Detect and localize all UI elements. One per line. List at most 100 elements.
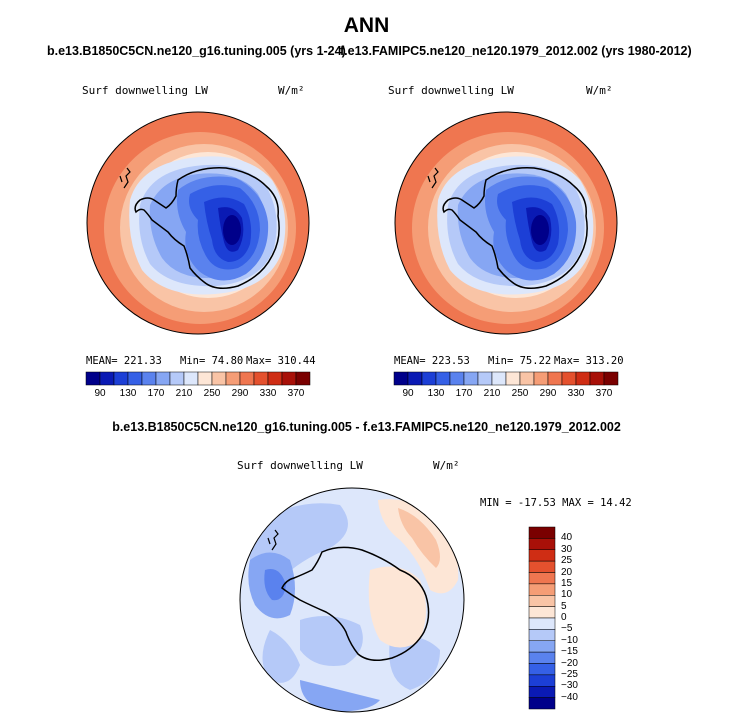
diff-colorbar-tick-label: −10 [561, 634, 578, 646]
diff-map [240, 488, 464, 712]
diff-map-border [239, 487, 465, 713]
panel1-units-label: W/m² [278, 84, 305, 97]
panel1-colorbar-box [225, 371, 241, 386]
diff-colorbar-box [528, 606, 556, 619]
panel2-colorbar-tick-label: 330 [567, 388, 585, 399]
panel2-colorbar-box [547, 371, 563, 386]
diff-colorbar-box [528, 560, 556, 573]
diff-colorbar-box [528, 549, 556, 562]
panel2-colorbar-box [449, 371, 465, 386]
panel1-case-title: b.e13.B1850C5CN.ne120_g16.tuning.005 (yr… [47, 44, 346, 58]
diff-colorbar-tick-label: 20 [561, 566, 573, 578]
panel2-colorbar-tick-label: 210 [483, 388, 501, 399]
panel1-colorbar-tick-label: 370 [287, 388, 305, 399]
panel2-colorbar-box [561, 371, 577, 386]
panel2-colorbar-box [435, 371, 451, 386]
panel1-colorbar-box [127, 371, 143, 386]
panel1-colorbar-box [295, 371, 311, 386]
diff-field-neg-7 [300, 680, 380, 712]
panel1-colorbar-tick-label: 130 [119, 388, 137, 399]
panel1-colorbar-box [85, 371, 101, 386]
panel1-colorbar-tick-label: 330 [259, 388, 277, 399]
season-title: ANN [343, 14, 390, 37]
panel2-field-core [531, 215, 549, 245]
diff-colorbar-tick-label: 0 [561, 612, 567, 623]
panel2-colorbar-box [407, 371, 423, 386]
panel2-south-america-tip [427, 167, 439, 189]
panel2-colorbar-box [519, 371, 535, 386]
panel1-colorbar-tick-label: 170 [147, 388, 165, 399]
panel2-mean-text: MEAN= 223.53 [394, 355, 470, 367]
diff-colorbar-tick-label: −30 [561, 680, 578, 692]
diff-colorbar-tick-label: 25 [561, 555, 573, 567]
diff-colorbar-box [528, 526, 556, 539]
diff-field-neg-5 [262, 630, 300, 683]
panel2-colorbar-tick-label: 250 [511, 388, 529, 399]
panel1-max-text: Max= 310.44 [246, 355, 316, 367]
diff-colorbar-box [528, 617, 556, 630]
diff-colorbar-box [528, 583, 556, 596]
diff-field-neg-4 [300, 616, 363, 666]
panel1-colorbar-tick-label: 290 [231, 388, 249, 399]
panel2-max-text: Max= 313.20 [554, 355, 624, 367]
panel1-map [87, 112, 309, 334]
panel2-colorbar-tick-label: 290 [539, 388, 557, 399]
diff-colorbar-tick-label: −20 [561, 657, 578, 669]
panel1-map-border [86, 111, 310, 335]
panel2-colorbar-tick-label: 130 [427, 388, 445, 399]
diff-colorbar-box [528, 686, 556, 698]
panel1-variable-label: Surf downwelling LW [82, 84, 208, 97]
diff-minmax-text: MIN = -17.53 MAX = 14.42 [480, 497, 632, 509]
diff-colorbar-tick-label: 15 [561, 577, 573, 589]
diff-variable-label: Surf downwelling LW [237, 459, 363, 472]
panel1-colorbar-box [211, 371, 227, 386]
panel1-antarctica-coastline [134, 167, 280, 289]
panel1-colorbar-box [141, 371, 157, 386]
diff-colorbar-box [528, 697, 556, 710]
panel2-colorbar-box [575, 371, 591, 386]
panel1-field-core [223, 215, 241, 245]
diff-colorbar-tick-label: −5 [561, 623, 573, 635]
panel1-mean-text: MEAN= 221.33 [86, 355, 162, 367]
panel2-colorbar-box [603, 371, 619, 386]
panel2-colorbar-box [477, 371, 493, 386]
diff-south-america-tip [267, 529, 279, 551]
panel2-colorbar-box [491, 371, 507, 386]
panel2-antarctica-coastline [442, 167, 588, 289]
diff-colorbar-tick-label: −25 [561, 668, 578, 680]
diff-colorbar-tick-label: 5 [561, 600, 567, 612]
panel2-colorbar-box [589, 371, 605, 386]
diff-colorbar-box [528, 674, 556, 687]
diff-colorbar [528, 526, 556, 710]
panel2-colorbar-box [533, 371, 549, 386]
diff-colorbar-box [528, 572, 556, 585]
panel2-colorbar-box [421, 371, 437, 386]
panel2-colorbar [393, 371, 619, 386]
panel2-colorbar-tick-label: 170 [455, 388, 473, 399]
difference-title: b.e13.B1850C5CN.ne120_g16.tuning.005 - f… [112, 420, 621, 434]
panel2-case-title: f.e13.FAMIPC5.ne120_ne120.1979_2012.002 … [340, 44, 692, 58]
panel1-colorbar-tick-label: 90 [94, 388, 106, 399]
diff-units-label: W/m² [433, 459, 460, 472]
panel2-colorbar-tick-label: 370 [595, 388, 613, 399]
diff-colorbar-tick-label: −15 [561, 646, 578, 658]
diff-colorbar-box [528, 663, 556, 676]
panel2-units-label: W/m² [586, 84, 613, 97]
panel1-colorbar-box [281, 371, 297, 386]
panel2-min-text: Min= 75.22 [488, 355, 552, 367]
panel1-colorbar-box [155, 371, 171, 386]
panel1-colorbar-box [253, 371, 269, 386]
diff-colorbar-box [528, 651, 556, 664]
diff-colorbar-tick-label: 10 [561, 589, 573, 601]
panel2-map-border [394, 111, 618, 335]
panel1-colorbar-tick-label: 210 [175, 388, 193, 399]
diff-antarctica-coastline [281, 546, 430, 661]
panel1-colorbar-box [99, 371, 115, 386]
panel1-south-america-tip [119, 167, 131, 189]
diff-field-neg-3 [264, 569, 286, 601]
panel1-colorbar-box [113, 371, 129, 386]
diff-field-neg-6 [389, 636, 440, 690]
panel2-colorbar-box [505, 371, 521, 386]
panel1-colorbar-box [239, 371, 255, 386]
